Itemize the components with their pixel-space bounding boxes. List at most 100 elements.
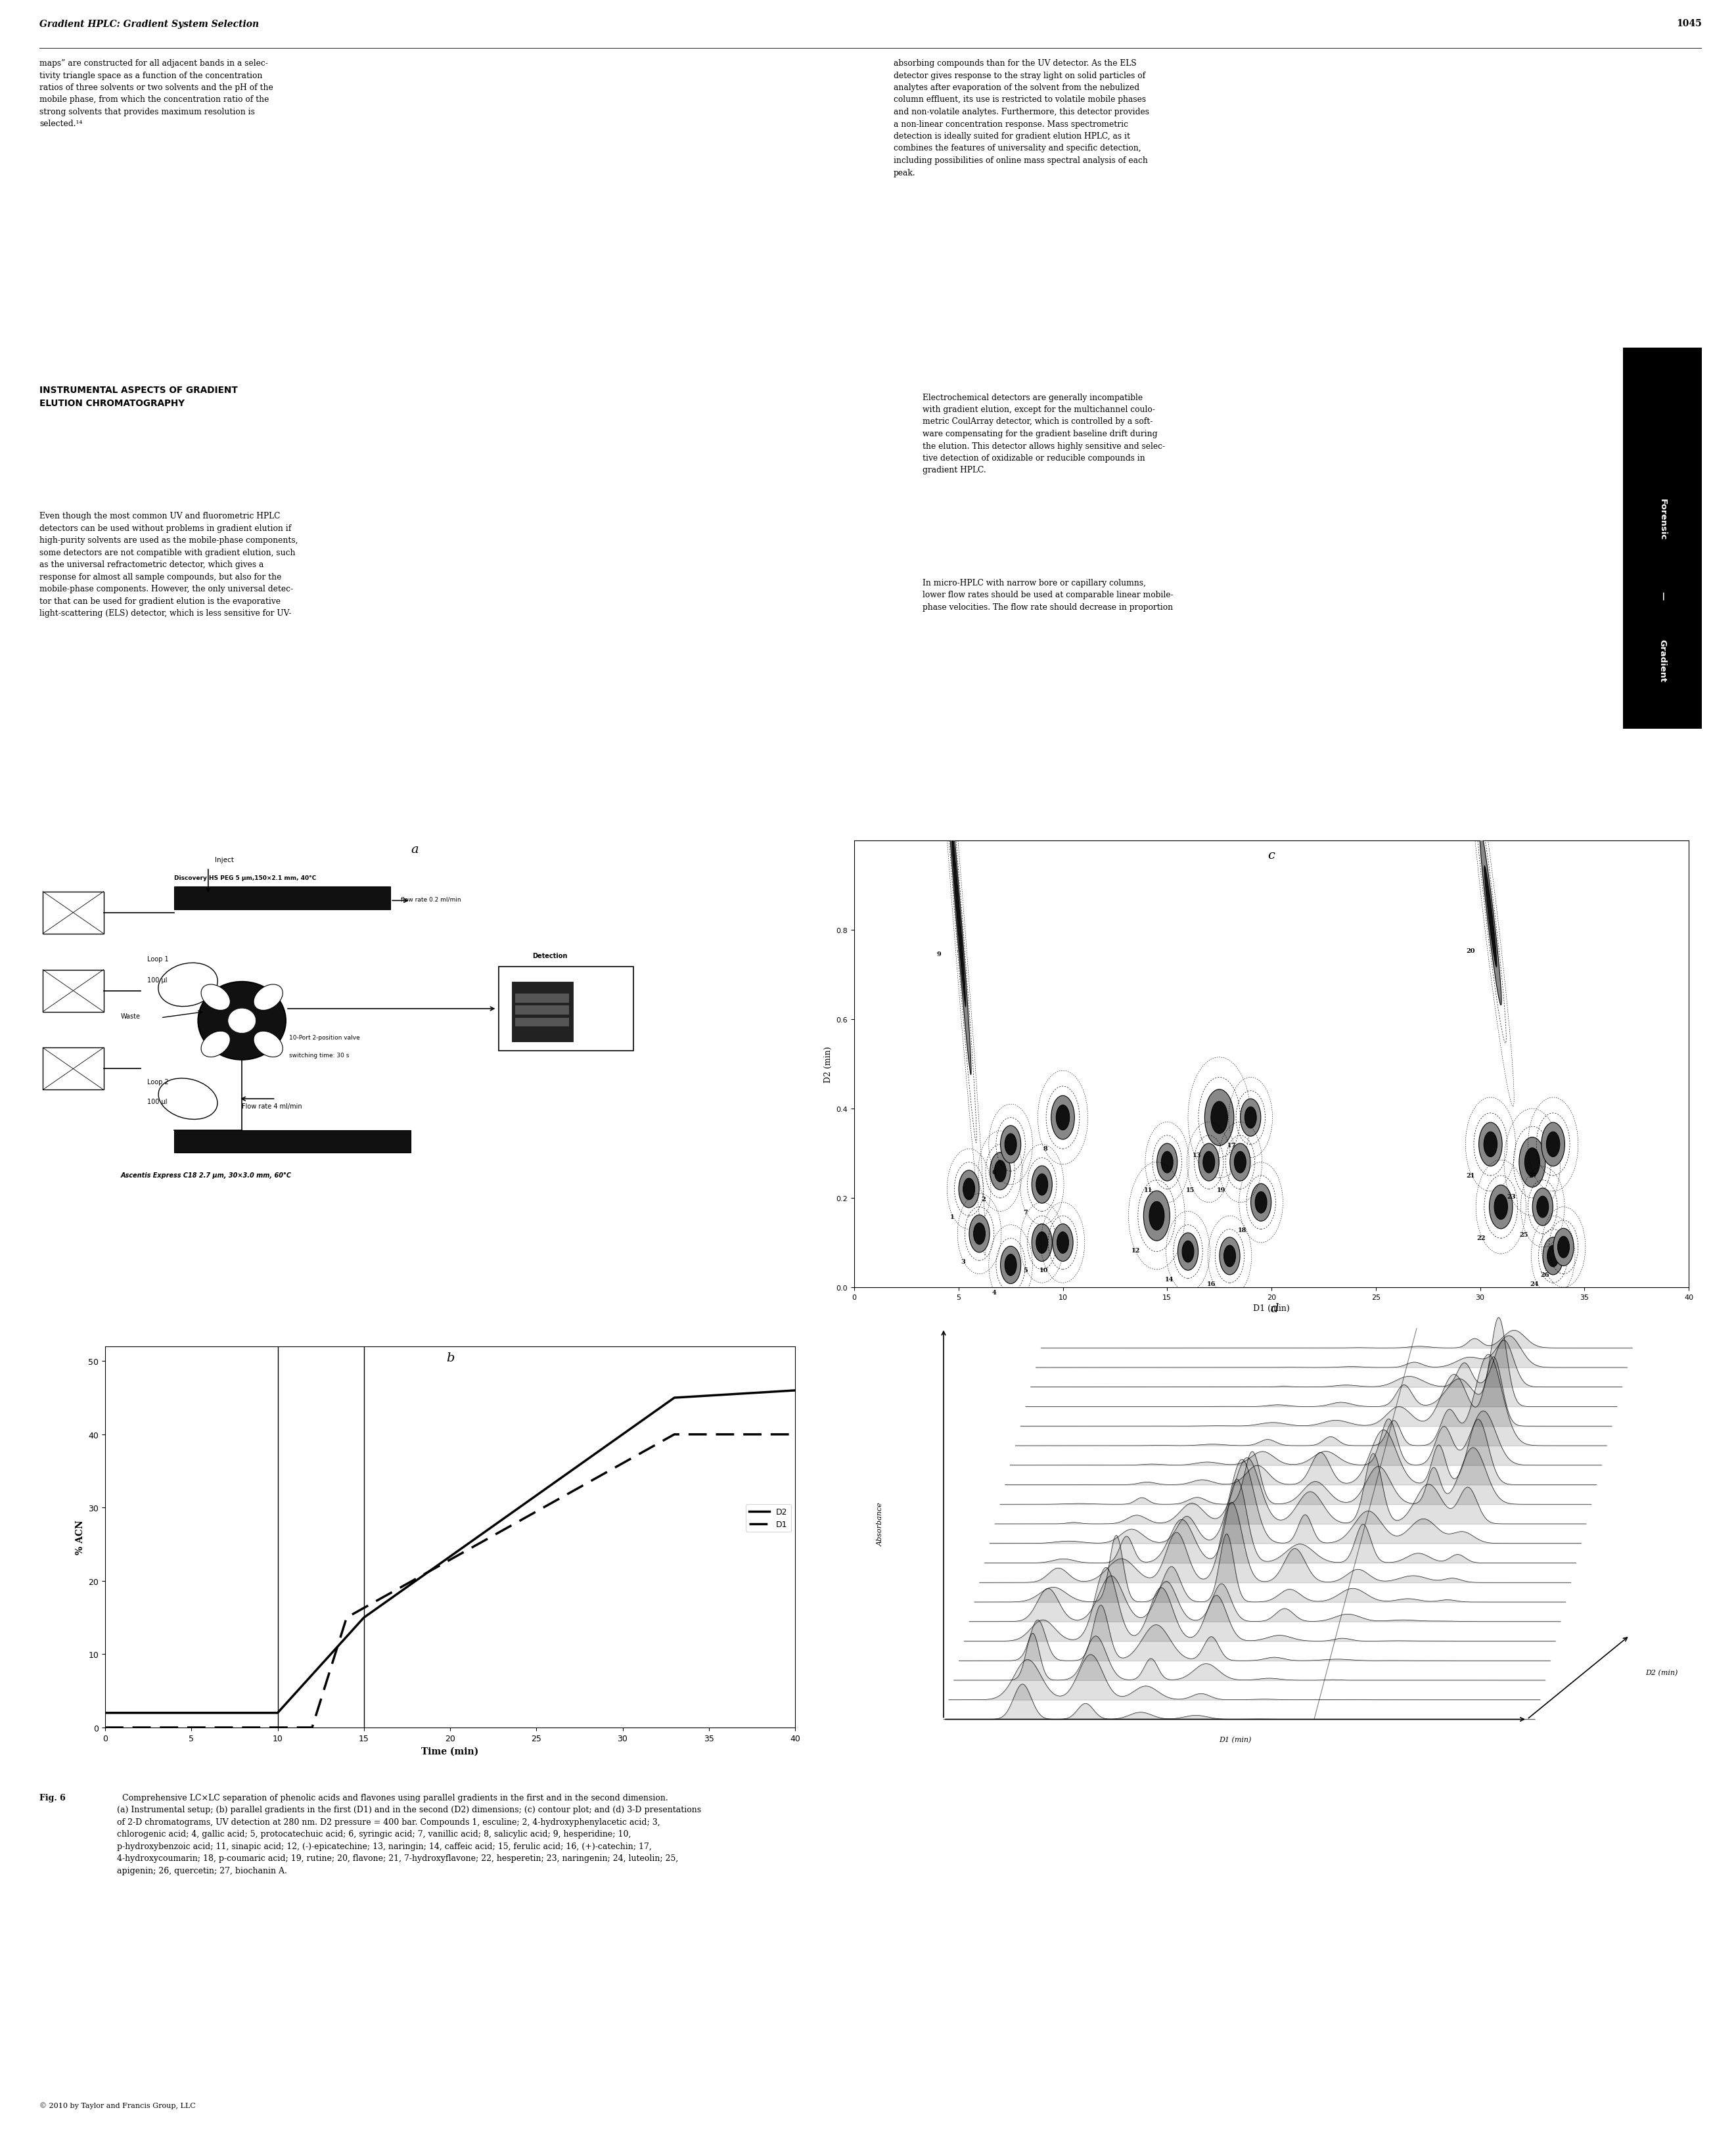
Text: Fig. 6: Fig. 6 <box>40 1793 66 1801</box>
Text: 100 μl: 100 μl <box>148 977 167 984</box>
Ellipse shape <box>1554 1228 1575 1267</box>
Text: 7: 7 <box>1023 1209 1028 1216</box>
Ellipse shape <box>1219 1237 1240 1275</box>
Ellipse shape <box>969 1216 990 1252</box>
Ellipse shape <box>1255 1192 1267 1214</box>
Text: Loop 2: Loop 2 <box>148 1079 168 1086</box>
Text: 15: 15 <box>1186 1188 1194 1192</box>
Text: Ascentis Express C18 2.7 μm, 30×3.0 mm, 60°C: Ascentis Express C18 2.7 μm, 30×3.0 mm, … <box>120 1171 292 1179</box>
Bar <box>516 994 569 1003</box>
Text: 23: 23 <box>1507 1194 1516 1199</box>
Text: 9: 9 <box>936 952 941 958</box>
Text: INSTRUMENTAL ASPECTS OF GRADIENT
ELUTION CHROMATOGRAPHY: INSTRUMENTAL ASPECTS OF GRADIENT ELUTION… <box>40 385 238 409</box>
Ellipse shape <box>1052 1224 1073 1262</box>
Text: Even though the most common UV and fluorometric HPLC
detectors can be used witho: Even though the most common UV and fluor… <box>40 511 299 617</box>
Ellipse shape <box>1547 1245 1559 1267</box>
Bar <box>174 1130 411 1154</box>
Text: 14: 14 <box>1165 1277 1174 1282</box>
Ellipse shape <box>1495 1194 1507 1220</box>
Text: 16: 16 <box>1207 1282 1215 1286</box>
Ellipse shape <box>1177 1233 1198 1271</box>
Ellipse shape <box>1036 1173 1049 1196</box>
Ellipse shape <box>1144 1190 1170 1241</box>
Ellipse shape <box>1479 828 1502 1005</box>
Text: D2 (min): D2 (min) <box>1646 1669 1677 1676</box>
Text: a: a <box>411 843 418 856</box>
Text: Waste: Waste <box>120 1013 141 1020</box>
Text: 1: 1 <box>950 1214 955 1220</box>
Ellipse shape <box>1055 1105 1069 1130</box>
Line: D2: D2 <box>106 1390 795 1714</box>
Text: switching time: 30 s: switching time: 30 s <box>290 1052 349 1058</box>
Ellipse shape <box>1000 1126 1021 1162</box>
D2 <box>785 1377 806 1403</box>
Text: D1 (min): D1 (min) <box>1219 1737 1252 1744</box>
Ellipse shape <box>1050 1096 1075 1139</box>
Text: 11: 11 <box>1144 1188 1153 1192</box>
Ellipse shape <box>1234 1152 1246 1173</box>
Bar <box>43 971 104 1011</box>
Ellipse shape <box>1205 1090 1234 1145</box>
D1 <box>663 1422 684 1448</box>
Ellipse shape <box>158 1079 217 1120</box>
Ellipse shape <box>1149 1201 1165 1231</box>
Ellipse shape <box>1156 1143 1177 1182</box>
Ellipse shape <box>1542 1122 1564 1167</box>
Legend: D2, D1: D2, D1 <box>746 1505 792 1533</box>
Ellipse shape <box>201 1030 231 1058</box>
Ellipse shape <box>1252 1184 1271 1222</box>
Text: Loop 1: Loop 1 <box>148 956 168 962</box>
Ellipse shape <box>1212 1101 1227 1135</box>
Bar <box>498 967 634 1052</box>
Circle shape <box>229 1009 255 1033</box>
Ellipse shape <box>1524 1148 1540 1177</box>
Text: Comprehensive LC×LC separation of phenolic acids and flavones using parallel gra: Comprehensive LC×LC separation of phenol… <box>116 1793 701 1876</box>
Text: © 2010 by Taylor and Francis Group, LLC: © 2010 by Taylor and Francis Group, LLC <box>40 2101 196 2110</box>
Ellipse shape <box>995 1160 1007 1182</box>
Bar <box>512 981 573 1041</box>
Ellipse shape <box>1557 1237 1569 1258</box>
Text: Electrochemical detectors are generally incompatible
with gradient elution, exce: Electrochemical detectors are generally … <box>922 394 1165 475</box>
Bar <box>43 892 104 935</box>
Text: 19: 19 <box>1217 1188 1226 1192</box>
Ellipse shape <box>1005 1135 1017 1156</box>
Text: 3: 3 <box>960 1258 965 1265</box>
Text: 2: 2 <box>981 1196 986 1203</box>
D2 <box>95 1701 116 1727</box>
Ellipse shape <box>1057 1233 1069 1254</box>
Ellipse shape <box>963 1179 976 1201</box>
Text: 22: 22 <box>1477 1235 1486 1241</box>
Bar <box>174 888 391 909</box>
Ellipse shape <box>1224 1245 1236 1267</box>
Ellipse shape <box>1543 1237 1564 1275</box>
Ellipse shape <box>201 986 231 1011</box>
Text: 17: 17 <box>1227 1143 1236 1148</box>
Text: 10-Port 2-position valve: 10-Port 2-position valve <box>290 1035 359 1041</box>
Text: 4: 4 <box>991 1290 996 1297</box>
Text: Forensic: Forensic <box>1658 498 1667 541</box>
Text: c: c <box>1267 849 1274 862</box>
Ellipse shape <box>253 1030 283 1058</box>
Text: 24: 24 <box>1529 1282 1538 1286</box>
Text: 18: 18 <box>1238 1226 1246 1233</box>
Text: b: b <box>446 1352 455 1365</box>
Y-axis label: D2 (min): D2 (min) <box>825 1045 833 1082</box>
Ellipse shape <box>946 758 970 1075</box>
Bar <box>516 1018 569 1026</box>
Ellipse shape <box>1519 1137 1545 1188</box>
Ellipse shape <box>1479 1122 1502 1167</box>
Ellipse shape <box>1245 1107 1257 1128</box>
Ellipse shape <box>1489 1186 1512 1228</box>
D1 <box>337 1605 358 1631</box>
Ellipse shape <box>1005 1254 1017 1275</box>
Text: 100 μl: 100 μl <box>148 1099 167 1105</box>
Text: 1045: 1045 <box>1677 19 1701 28</box>
Text: 6: 6 <box>991 1169 996 1175</box>
Text: 13: 13 <box>1193 1152 1201 1158</box>
Ellipse shape <box>958 1171 979 1207</box>
Text: Inject: Inject <box>215 856 234 862</box>
Text: 25: 25 <box>1519 1233 1528 1237</box>
Ellipse shape <box>1536 1196 1549 1218</box>
Ellipse shape <box>1547 1133 1559 1156</box>
Text: Absorbance: Absorbance <box>877 1503 884 1546</box>
